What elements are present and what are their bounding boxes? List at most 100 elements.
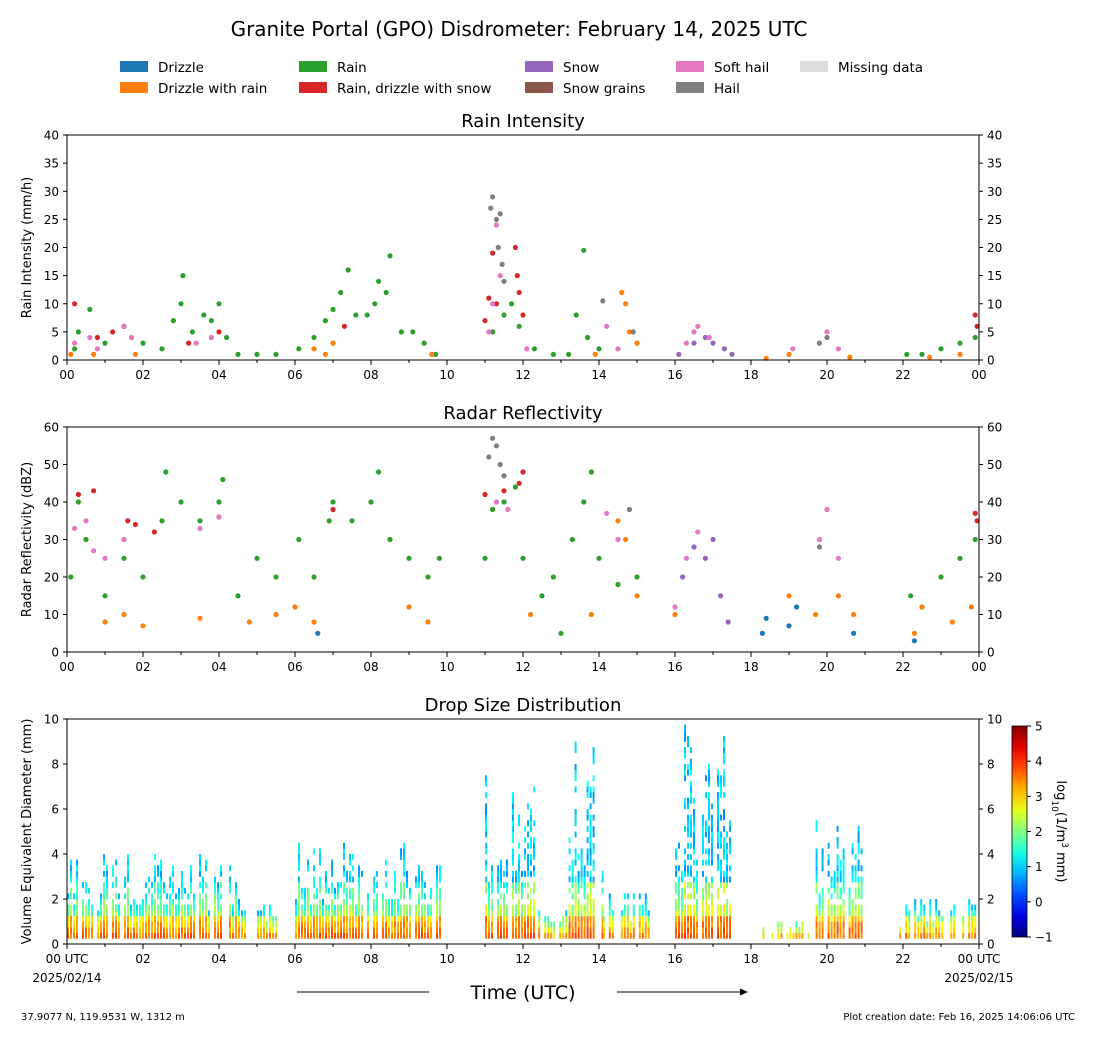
data-point <box>520 469 526 475</box>
y-tick-label-right: 30 <box>987 533 1002 547</box>
heatmap-cell <box>295 910 297 917</box>
heatmap-cell <box>316 910 318 917</box>
legend-swatch-missing-data <box>800 61 828 72</box>
heatmap-cell <box>521 927 523 933</box>
heatmap-cell <box>106 882 108 888</box>
heatmap-cell <box>684 803 686 810</box>
heatmap-cell <box>527 820 529 827</box>
legend-label-drizzle-with-rain: Drizzle with rain <box>158 81 267 97</box>
heatmap-cell <box>439 910 441 917</box>
data-point <box>938 346 944 352</box>
heatmap-cell <box>485 915 487 922</box>
heatmap-cell <box>717 932 719 939</box>
heatmap-cell <box>586 809 589 815</box>
heatmap-cell <box>583 887 586 894</box>
heatmap-cell <box>729 915 731 922</box>
heatmap-cell <box>632 921 635 928</box>
x-tick-label: 06 <box>287 952 302 966</box>
heatmap-cell <box>798 932 801 939</box>
heatmap-cell <box>169 876 171 883</box>
heatmap-cell <box>304 910 306 917</box>
heatmap-cell <box>687 893 689 900</box>
heatmap-cell <box>547 932 550 939</box>
heatmap-cell <box>696 870 698 877</box>
y-tick-label-right: 40 <box>987 129 1002 143</box>
heatmap-cell <box>127 921 129 928</box>
heatmap-cell <box>601 932 604 939</box>
heatmap-cell <box>842 910 845 917</box>
heatmap-cell <box>684 735 686 742</box>
heatmap-cell <box>100 921 102 928</box>
heatmap-cell <box>589 915 592 922</box>
heatmap-cell <box>376 932 378 939</box>
heatmap-cell <box>298 859 300 866</box>
data-point <box>596 555 602 561</box>
heatmap-cell <box>439 870 441 877</box>
heatmap-cell <box>527 854 529 860</box>
heatmap-cell <box>439 887 441 894</box>
heatmap-cell <box>337 882 339 888</box>
data-point <box>794 604 800 610</box>
heatmap-cell <box>403 859 405 866</box>
heatmap-cell <box>717 809 719 815</box>
heatmap-cell <box>485 865 487 872</box>
heatmap-cell <box>527 865 529 872</box>
y-axis-label: Rain Intensity (mm/h) <box>20 177 35 319</box>
heatmap-cell <box>217 882 219 888</box>
heatmap-cell <box>307 915 309 922</box>
heatmap-cell <box>836 910 839 917</box>
heatmap-cell <box>720 814 722 821</box>
heatmap-cell <box>711 915 713 922</box>
heatmap-cell <box>272 927 274 933</box>
heatmap-cell <box>839 859 842 866</box>
heatmap-cell <box>169 882 171 888</box>
heatmap-cell <box>708 882 710 888</box>
data-point <box>816 340 823 346</box>
heatmap-cell <box>169 904 171 911</box>
heatmap-cell <box>214 893 216 900</box>
heatmap-cell <box>325 876 327 883</box>
data-point <box>398 329 404 335</box>
heatmap-cell <box>295 904 297 911</box>
data-point <box>224 334 230 341</box>
heatmap-cell <box>684 904 686 911</box>
heatmap-cell <box>708 825 710 832</box>
heatmap-cell <box>340 927 342 933</box>
heatmap-cell <box>400 927 402 933</box>
heatmap-cell <box>376 870 378 877</box>
heatmap-cell <box>488 915 490 922</box>
heatmap-cell <box>112 899 114 905</box>
data-point <box>102 340 108 346</box>
heatmap-cell <box>497 910 499 917</box>
heatmap-cell <box>527 932 529 939</box>
heatmap-cell <box>409 904 411 911</box>
heatmap-cell <box>506 865 508 872</box>
heatmap-cell <box>857 825 860 832</box>
heatmap-cell <box>836 921 839 928</box>
heatmap-cell <box>547 927 550 933</box>
heatmap-cell <box>70 887 72 894</box>
heatmap-cell <box>275 927 277 933</box>
x-tick-label: 12 <box>515 660 530 674</box>
heatmap-cell <box>385 910 387 917</box>
heatmap-cell <box>860 915 863 922</box>
heatmap-cell <box>325 921 327 928</box>
heatmap-cell <box>708 915 710 922</box>
heatmap-cell <box>85 887 87 894</box>
heatmap-cell <box>151 904 153 911</box>
heatmap-cell <box>269 932 271 939</box>
heatmap-cell <box>717 859 719 866</box>
heatmap-cell <box>935 904 938 911</box>
heatmap-cell <box>367 921 369 928</box>
heatmap-cell <box>851 848 854 855</box>
heatmap-cell <box>112 904 114 911</box>
heatmap-cell <box>112 910 114 917</box>
heatmap-cell <box>313 893 315 900</box>
heatmap-cell <box>127 876 129 883</box>
heatmap-cell <box>533 870 535 877</box>
heatmap-cell <box>337 910 339 917</box>
heatmap-cell <box>574 775 577 782</box>
heatmap-cell <box>705 882 707 888</box>
heatmap-cell <box>821 893 824 900</box>
